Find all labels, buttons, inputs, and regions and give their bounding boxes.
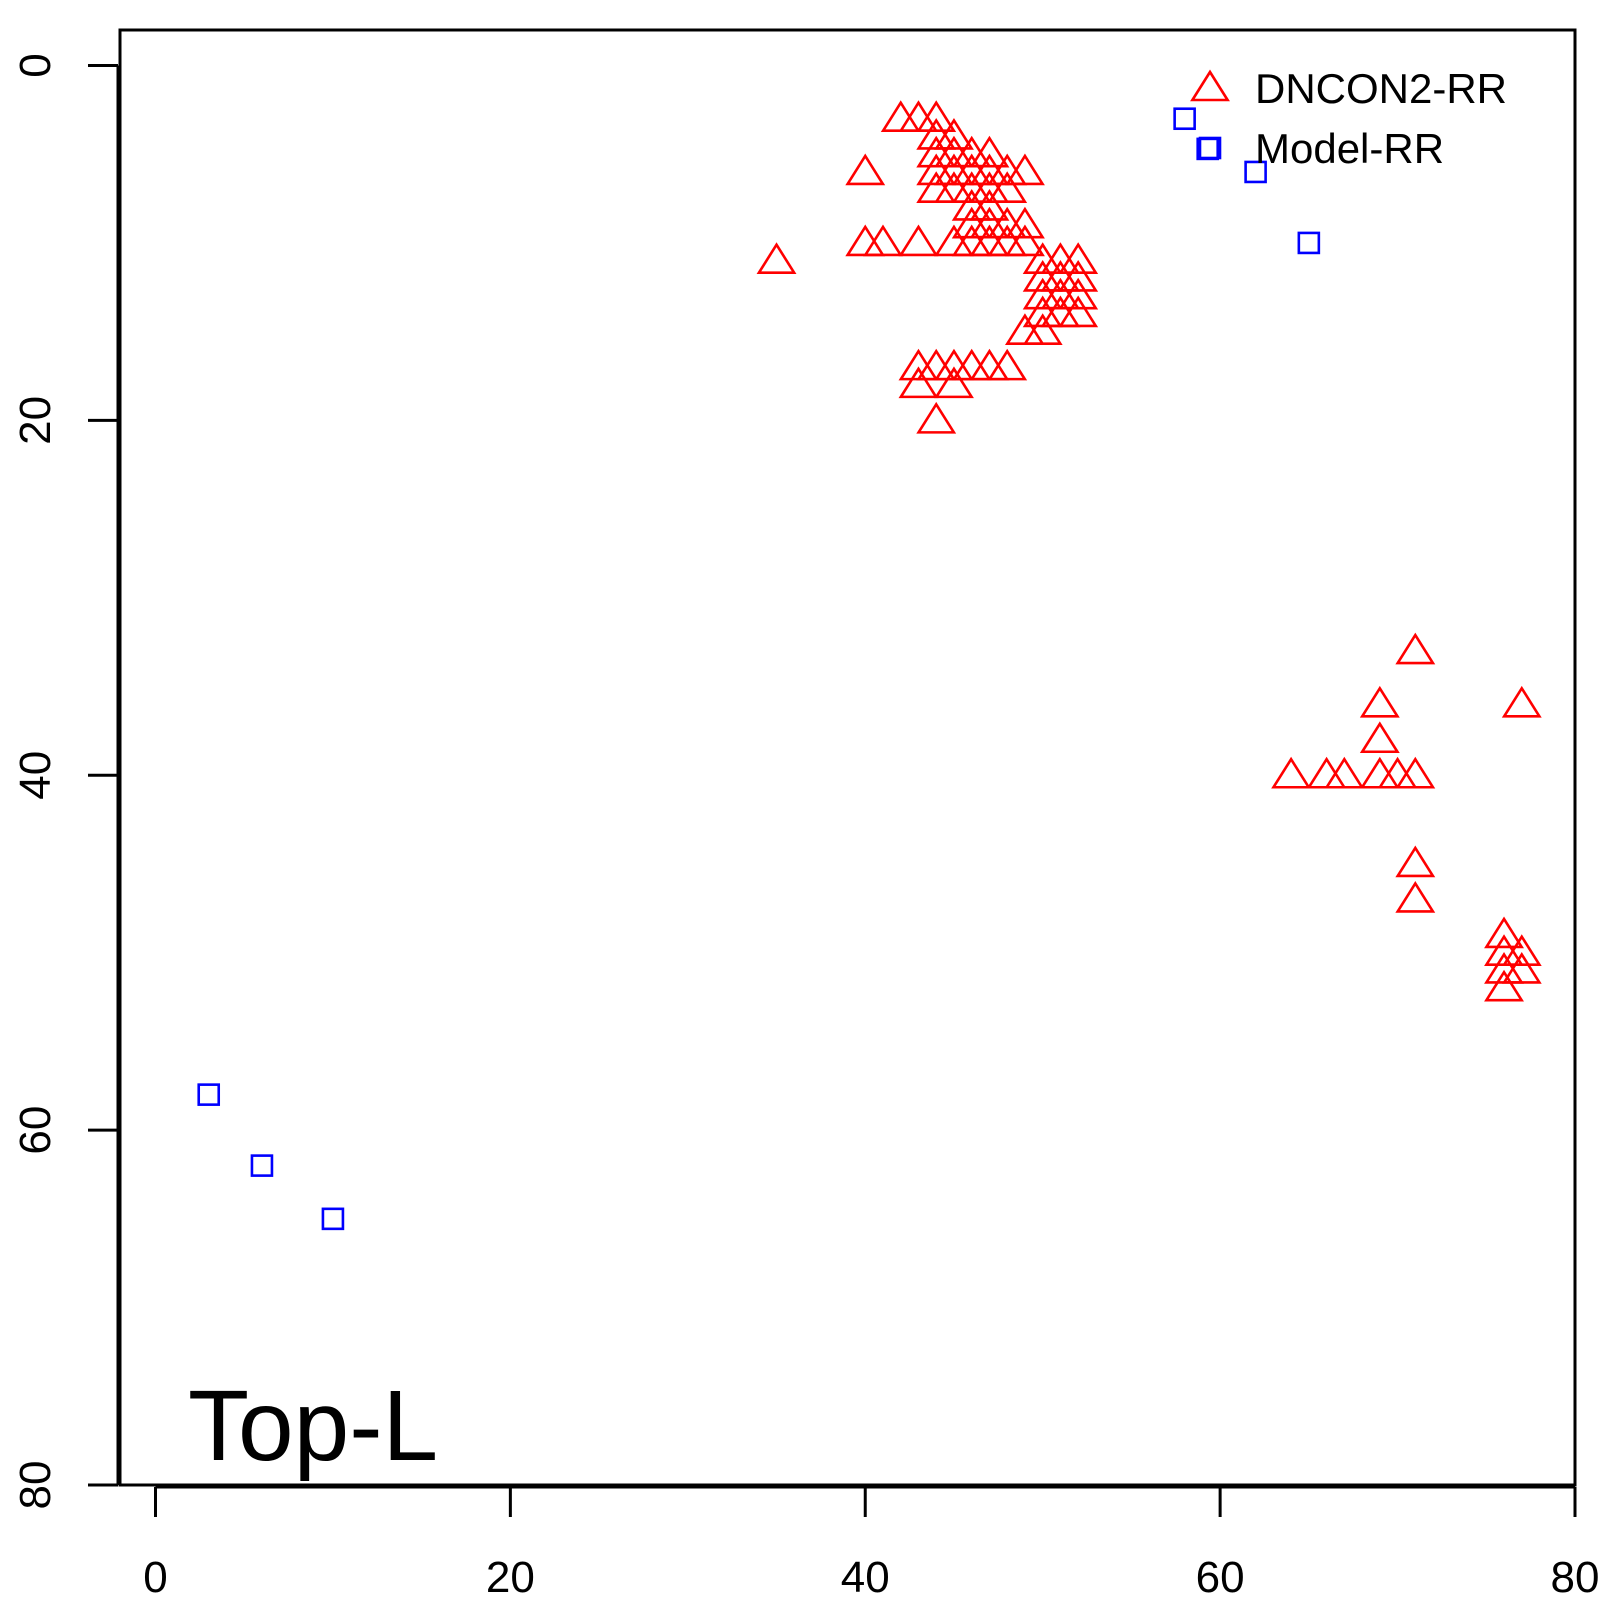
plot-frame xyxy=(118,28,1577,1487)
dncon2-rr-point xyxy=(1040,242,1081,274)
dncon2-rr-point xyxy=(1324,756,1365,789)
dncon2-rr-point xyxy=(1359,721,1400,754)
legend: DNCON2-RR Model-RR xyxy=(1190,65,1507,172)
legend-triangle-icon xyxy=(1190,69,1230,102)
y-tick-label: 60 xyxy=(11,1106,60,1155)
dncon2-rr-point xyxy=(916,100,957,133)
dncon2-rr-point xyxy=(1022,242,1063,274)
panel-label: Top-L xyxy=(188,1370,438,1482)
x-tick-label: 0 xyxy=(143,1553,167,1600)
legend-label: Model-RR xyxy=(1255,125,1444,172)
dncon2-rr-point xyxy=(898,100,939,133)
x-axis: 0 20 40 60 80 xyxy=(143,1485,1600,1600)
model-rr-point xyxy=(321,1207,345,1231)
dncon2-rr-point xyxy=(1395,756,1436,789)
dncon2-rr-point xyxy=(1395,845,1436,878)
dncon2-rr-point xyxy=(987,153,1028,186)
dncon2-rr-point xyxy=(845,224,886,257)
dncon2-rr-point xyxy=(1395,632,1436,665)
model-rr-point xyxy=(1173,107,1196,131)
legend-label: DNCON2-RR xyxy=(1255,65,1507,112)
dncon2-rr-point xyxy=(1484,969,1524,1002)
x-tick-label: 80 xyxy=(1551,1553,1600,1600)
y-tick-label: 80 xyxy=(11,1461,60,1510)
dncon2-rr-point xyxy=(880,100,921,133)
dncon2-rr-point xyxy=(969,188,1010,221)
dncon2-rr-point xyxy=(969,348,1010,381)
dncon2-rr-point xyxy=(1004,313,1045,345)
model-rr-point xyxy=(1244,160,1267,184)
dncon2-rr-point xyxy=(1484,916,1524,949)
dncon2-rr-point xyxy=(1395,881,1436,913)
dncon2-rr-point xyxy=(898,224,939,257)
dncon2-rr-point xyxy=(951,135,992,168)
y-tick-label: 0 xyxy=(11,53,60,77)
dncon2-rr-point xyxy=(916,348,957,381)
dncon2-rr-point xyxy=(1377,756,1418,789)
dncon2-rr-point xyxy=(1058,277,1099,310)
dncon2-rr-point xyxy=(1004,206,1045,239)
dncon2-rr-point xyxy=(969,135,1010,168)
dncon2-rr-point xyxy=(1306,756,1347,789)
dncon2-rr-point xyxy=(987,348,1028,381)
dncon2-rr-point xyxy=(1501,951,1542,984)
dncon2-rr-point xyxy=(951,348,992,381)
data-points xyxy=(197,100,1542,1231)
model-rr-point xyxy=(1297,231,1321,255)
dncon2-rr-point xyxy=(1004,153,1045,186)
dncon2-rr-point xyxy=(1271,756,1312,789)
dncon2-rr-point xyxy=(1501,934,1542,966)
dncon2-rr-point xyxy=(987,171,1028,203)
dncon2-rr-point xyxy=(845,153,886,186)
y-tick-label: 20 xyxy=(11,396,60,445)
dncon2-rr-point xyxy=(1058,295,1099,328)
x-tick-label: 20 xyxy=(486,1553,535,1600)
dncon2-rr-point xyxy=(987,206,1028,239)
dncon2-rr-point xyxy=(863,224,903,257)
x-tick-label: 40 xyxy=(841,1553,890,1600)
dncon2-rr-point xyxy=(1359,756,1400,789)
dncon2-rr-point xyxy=(934,224,974,257)
dncon2-rr-point xyxy=(1004,224,1045,257)
dncon2-rr-point xyxy=(756,242,797,274)
y-axis: 0 20 40 60 80 xyxy=(11,53,120,1510)
dncon2-rr-point xyxy=(1058,259,1099,292)
dncon2-rr-point xyxy=(1058,242,1099,274)
dncon2-rr-point xyxy=(916,401,957,434)
model-rr-point xyxy=(197,1083,221,1106)
dncon2-rr-point xyxy=(898,348,939,381)
legend-square-icon xyxy=(1198,136,1222,160)
dncon2-rr-point xyxy=(934,118,974,150)
dncon2-rr-point xyxy=(1022,313,1063,345)
y-tick-label: 40 xyxy=(11,751,60,800)
model-rr-point xyxy=(250,1154,274,1177)
dncon2-rr-point xyxy=(934,348,974,381)
x-tick-label: 60 xyxy=(1196,1553,1245,1600)
dncon2-rr-point xyxy=(898,366,939,399)
dncon2-rr-point xyxy=(934,366,974,399)
dncon2-rr-point xyxy=(1501,685,1542,718)
dncon2-rr-point xyxy=(1359,685,1400,718)
